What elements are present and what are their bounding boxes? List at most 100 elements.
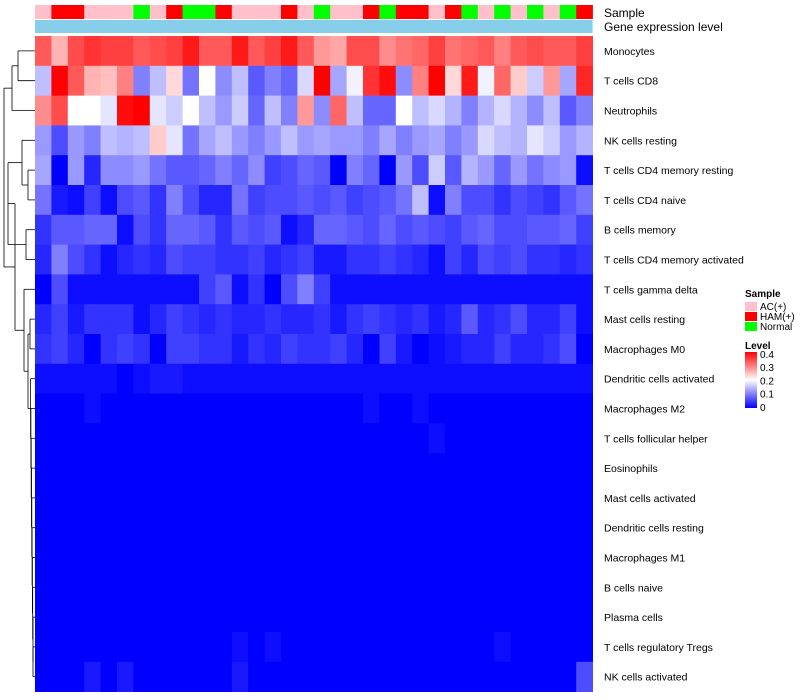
heatmap-cell — [84, 393, 101, 424]
heatmap-cell — [182, 36, 200, 67]
heatmap-cell — [461, 393, 479, 424]
heatmap-cell — [379, 512, 397, 543]
row-label: Plasma cells — [604, 612, 663, 624]
heatmap-cell — [445, 304, 462, 335]
heatmap-cell — [477, 542, 495, 573]
row-label: Dendritic cells resting — [604, 523, 704, 535]
heatmap-cell — [576, 65, 593, 96]
heatmap-cell — [133, 453, 151, 484]
heatmap-cell — [527, 572, 544, 603]
heatmap-cell — [149, 661, 167, 692]
heatmap-cell — [494, 483, 511, 514]
heatmap-cell — [313, 483, 331, 514]
heatmap-cell — [84, 274, 101, 305]
heatmap-cell — [346, 304, 364, 335]
sample-annotation-cell — [166, 5, 183, 19]
heatmap-cell — [100, 95, 118, 126]
heatmap-cell — [395, 155, 413, 186]
heatmap-cell — [35, 453, 52, 484]
heatmap-cell — [379, 274, 397, 305]
heatmap-cell — [445, 125, 462, 156]
heatmap-cell — [494, 542, 511, 573]
heatmap-cell — [330, 393, 347, 424]
heatmap-cell — [330, 304, 347, 335]
heatmap-cell — [199, 632, 216, 663]
heatmap-cell — [527, 185, 544, 216]
heatmap-cell — [84, 185, 101, 216]
heatmap-cell — [313, 214, 331, 245]
heatmap-cell — [133, 393, 151, 424]
heatmap-cell — [412, 36, 429, 67]
heatmap-cell — [412, 274, 429, 305]
heatmap-cell — [51, 572, 69, 603]
heatmap-cell — [100, 572, 118, 603]
heatmap-cell — [166, 214, 183, 245]
heatmap-cell — [166, 602, 183, 633]
heatmap-cell — [297, 125, 315, 156]
heatmap-cell — [527, 423, 544, 454]
heatmap-cell — [379, 304, 397, 335]
heatmap-cell — [543, 483, 561, 514]
heatmap-cell — [428, 602, 446, 633]
heatmap-cell — [67, 363, 85, 394]
heatmap-cell — [281, 572, 298, 603]
heatmap-cell — [231, 453, 249, 484]
heatmap-cell — [428, 542, 446, 573]
heatmap-cell — [510, 393, 528, 424]
heatmap-cell — [67, 36, 85, 67]
heatmap-cell — [35, 602, 52, 633]
heatmap-cell — [543, 36, 561, 67]
heatmap-cell — [117, 65, 134, 96]
sample-legend-swatch — [745, 302, 757, 311]
row-label: B cells memory — [604, 225, 677, 237]
heatmap-cell — [559, 95, 577, 126]
heatmap-cell — [576, 125, 593, 156]
heatmap-cell — [428, 512, 446, 543]
heatmap-cell — [215, 214, 233, 245]
heatmap-cell — [133, 304, 151, 335]
heatmap-cell — [313, 632, 331, 663]
heatmap-cell — [100, 334, 118, 365]
heatmap-cell — [330, 632, 347, 663]
heatmap-cell — [330, 572, 347, 603]
heatmap-cell — [281, 304, 298, 335]
heatmap-cell — [428, 483, 446, 514]
heatmap-cell — [100, 661, 118, 692]
heatmap-cell — [412, 304, 429, 335]
heatmap-cell — [297, 304, 315, 335]
heatmap-cell — [510, 304, 528, 335]
heatmap-cell — [182, 602, 200, 633]
heatmap-cell — [166, 632, 183, 663]
heatmap-cell — [149, 542, 167, 573]
heatmap-cell — [559, 602, 577, 633]
heatmap-cell — [297, 602, 315, 633]
heatmap-cell — [461, 244, 479, 275]
heatmap-cell — [133, 542, 151, 573]
heatmap-cell — [445, 334, 462, 365]
heatmap-cell — [543, 512, 561, 543]
heatmap-cell — [248, 423, 265, 454]
heatmap-cell — [166, 304, 183, 335]
heatmap-cell — [100, 244, 118, 275]
heatmap-cell — [395, 214, 413, 245]
heatmap-cell — [297, 36, 315, 67]
heatmap-cell — [527, 244, 544, 275]
level-legend-tick: 0 — [760, 403, 766, 414]
row-label: Monocytes — [604, 46, 655, 58]
heatmap-cell — [35, 661, 52, 692]
heatmap-cell — [182, 125, 200, 156]
heatmap-cell — [264, 334, 282, 365]
heatmap-cell — [313, 453, 331, 484]
heatmap-cell — [231, 95, 249, 126]
heatmap-cell — [461, 542, 479, 573]
heatmap-cell — [330, 65, 347, 96]
heatmap-cell — [264, 155, 282, 186]
heatmap-cell — [133, 185, 151, 216]
heatmap-cell — [395, 274, 413, 305]
heatmap-cell — [215, 542, 233, 573]
heatmap-cell — [264, 542, 282, 573]
heatmap-cell — [297, 95, 315, 126]
heatmap-cell — [510, 423, 528, 454]
heatmap-cell — [346, 244, 364, 275]
heatmap-cell — [363, 572, 380, 603]
